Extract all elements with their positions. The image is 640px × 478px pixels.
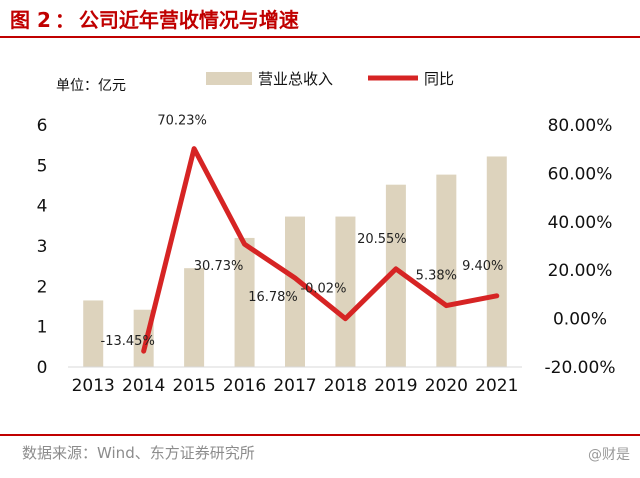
chart-legend: 营业总收入 同比 <box>206 70 454 88</box>
growth-label-2014: -13.45% <box>101 334 155 349</box>
figure-number: 图 2 <box>10 8 51 32</box>
x-tick-label-2018: 2018 <box>324 376 367 396</box>
revenue-bars <box>83 156 507 367</box>
source-label: 数据来源： <box>22 444 98 462</box>
revenue-bar-2018 <box>335 216 356 367</box>
legend-bar-swatch <box>206 72 252 85</box>
x-axis-ticks: 2013 2014 2015 2016 2017 2018 2019 2020 2021 <box>72 376 519 396</box>
left-tick-label: 0 <box>37 358 48 378</box>
revenue-bar-2013 <box>83 300 104 367</box>
right-axis-ticks: -20.00% 0.00% 20.00% 40.00% 60.00% 80.00% <box>545 116 616 378</box>
watermark: @财是 <box>588 447 630 463</box>
right-tick-label: 0.00% <box>553 310 607 330</box>
revenue-bar-2016 <box>234 237 255 367</box>
right-tick-label: 40.00% <box>548 213 613 233</box>
left-tick-label: 1 <box>37 318 48 338</box>
x-tick-label-2014: 2014 <box>122 376 165 396</box>
growth-label-2020: 5.38% <box>416 269 457 284</box>
growth-label-2018: -0.02% <box>300 282 346 297</box>
growth-label-2021: 9.40% <box>462 259 503 274</box>
x-tick-label-2021: 2021 <box>475 376 518 396</box>
left-tick-label: 2 <box>37 277 48 297</box>
growth-data-labels: -13.45% 70.23% 30.73% 16.78%-0.02% 20.55% 5.3… <box>101 114 504 350</box>
growth-label-2015: 70.23% <box>157 114 207 129</box>
legend-label-revenue: 营业总收入 <box>258 70 333 88</box>
x-tick-label-2013: 2013 <box>72 376 115 396</box>
unit-label: 单位：亿元 <box>56 78 126 94</box>
source-value: Wind、东方证券研究所 <box>97 444 255 462</box>
left-axis-ticks: 0 1 2 3 4 5 6 <box>37 116 48 378</box>
x-tick-label-2020: 2020 <box>425 376 468 396</box>
revenue-bar-2017 <box>285 216 305 367</box>
revenue-bar-2020 <box>436 174 457 367</box>
revenue-bar-2019 <box>385 184 406 367</box>
revenue-growth-chart: -13.45% 70.23% 30.73% 16.78%-0.02% 20.55% 5.3… <box>37 70 616 396</box>
source-footer: 数据来源：Wind、东方证券研究所 @财是 <box>0 434 640 466</box>
left-tick-label: 3 <box>37 237 48 257</box>
revenue-bar-2021 <box>486 156 507 367</box>
source-text: 数据来源：Wind、东方证券研究所 <box>22 442 255 463</box>
figure-title: 图 2：公司近年营收情况与增速 <box>0 2 640 38</box>
title-separator: ： <box>54 8 75 32</box>
x-tick-label-2016: 2016 <box>223 376 266 396</box>
left-tick-label: 5 <box>37 156 48 176</box>
growth-label-2016: 30.73% <box>194 259 244 274</box>
left-tick-label: 6 <box>37 116 48 136</box>
x-tick-label-2019: 2019 <box>374 376 417 396</box>
right-tick-label: 80.00% <box>548 116 613 136</box>
growth-label-2017: 16.78% <box>248 290 298 305</box>
revenue-bar-2015 <box>184 268 205 367</box>
legend-label-growth: 同比 <box>424 70 454 88</box>
figure-title-text: 公司近年营收情况与增速 <box>78 8 299 32</box>
right-tick-label: 60.00% <box>548 164 613 184</box>
x-tick-label-2015: 2015 <box>172 376 215 396</box>
right-tick-label: 20.00% <box>548 261 613 281</box>
growth-label-2019: 20.55% <box>357 232 407 247</box>
right-tick-label: -20.00% <box>545 358 616 378</box>
left-tick-label: 4 <box>37 197 48 217</box>
x-tick-label-2017: 2017 <box>273 376 316 396</box>
growth-line <box>141 146 500 354</box>
